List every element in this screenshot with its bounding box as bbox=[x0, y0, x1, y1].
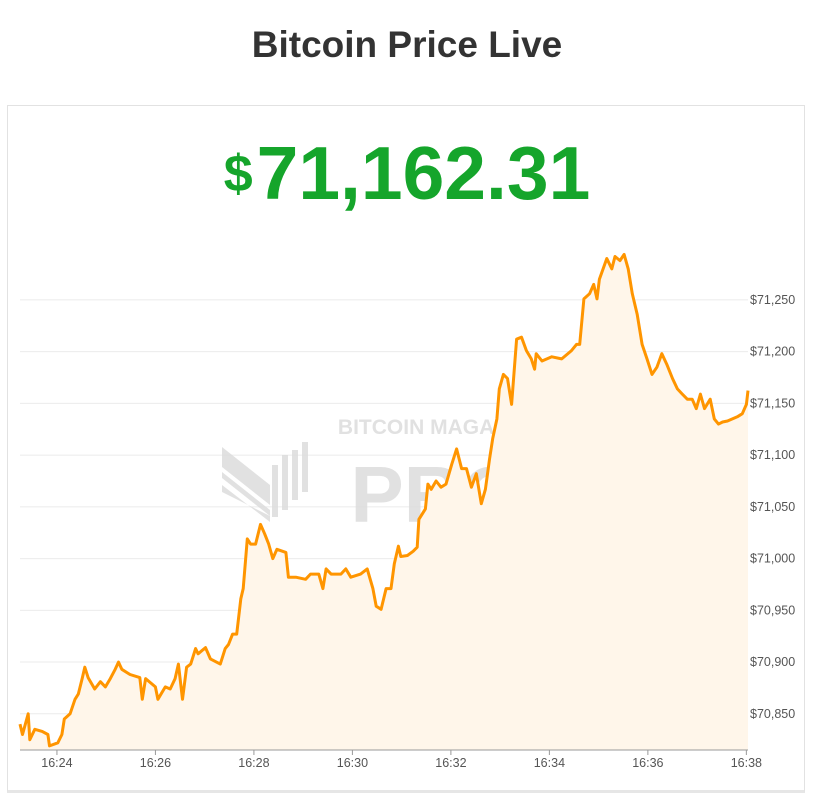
x-tick-label: 16:28 bbox=[238, 756, 269, 770]
x-tick-label: 16:26 bbox=[140, 756, 171, 770]
page-title: Bitcoin Price Live bbox=[251, 24, 563, 65]
y-tick-label: $71,200 bbox=[750, 345, 795, 359]
live-price: $71,162.31 bbox=[0, 130, 814, 217]
y-tick-label: $71,050 bbox=[750, 500, 795, 514]
currency-symbol: $ bbox=[223, 145, 253, 203]
x-tick-label: 16:24 bbox=[41, 756, 72, 770]
y-tick-label: $71,000 bbox=[750, 552, 795, 566]
y-tick-label: $71,250 bbox=[750, 293, 795, 307]
y-tick-label: $70,950 bbox=[750, 603, 795, 617]
price-line bbox=[18, 252, 750, 748]
y-tick-label: $71,100 bbox=[750, 448, 795, 462]
x-tick-label: 16:38 bbox=[731, 756, 762, 770]
y-tick-label: $71,150 bbox=[750, 396, 795, 410]
y-tick-label: $70,850 bbox=[750, 707, 795, 721]
x-tick-label: 16:32 bbox=[435, 756, 466, 770]
chart-card bbox=[7, 105, 805, 793]
y-tick-label: $70,900 bbox=[750, 655, 795, 669]
watermark-text-top: BITCOIN MAGAZINE bbox=[338, 416, 542, 439]
price-area-fill bbox=[20, 254, 748, 750]
watermark-logo-icon bbox=[222, 442, 308, 522]
x-tick-label: 16:34 bbox=[534, 756, 565, 770]
price-value: 71,162.31 bbox=[256, 131, 591, 215]
x-tick-label: 16:30 bbox=[337, 756, 368, 770]
x-tick-label: 16:36 bbox=[632, 756, 663, 770]
